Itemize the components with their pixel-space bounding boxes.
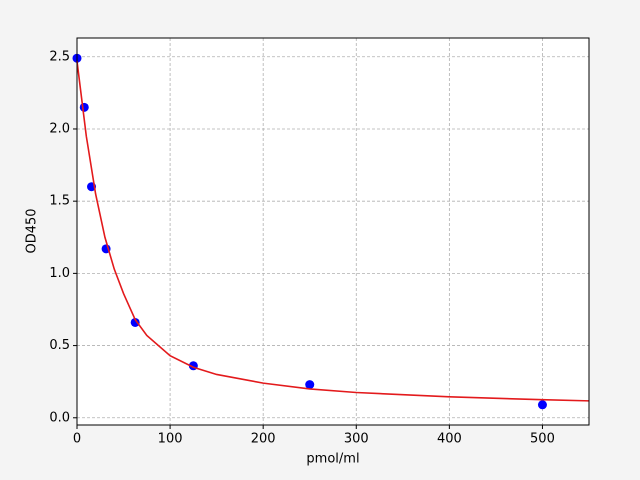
data-point bbox=[537, 400, 547, 410]
plot-area bbox=[77, 38, 589, 425]
x-tick-label: 500 bbox=[530, 432, 555, 447]
x-tick-label: 100 bbox=[158, 432, 183, 447]
y-tick-label: 2.5 bbox=[49, 49, 70, 64]
y-tick-label: 0.0 bbox=[49, 410, 70, 425]
data-point bbox=[305, 380, 315, 390]
data-point bbox=[79, 102, 89, 112]
x-tick-label: 200 bbox=[251, 432, 276, 447]
y-tick-label: 1.5 bbox=[49, 194, 70, 209]
x-tick-label: 0 bbox=[73, 432, 81, 447]
y-tick-label: 2.0 bbox=[49, 121, 70, 136]
x-tick-label: 400 bbox=[437, 432, 462, 447]
axes-frame bbox=[76, 37, 590, 426]
y-tick-label: 0.5 bbox=[49, 338, 70, 353]
fit-curve bbox=[76, 61, 590, 402]
x-tick-label: 300 bbox=[344, 432, 369, 447]
y-axis-label: OD450 bbox=[25, 208, 40, 253]
x-axis-label: pmol/ml bbox=[306, 452, 359, 467]
y-tick-label: 1.0 bbox=[49, 266, 70, 281]
data-point bbox=[130, 317, 140, 327]
